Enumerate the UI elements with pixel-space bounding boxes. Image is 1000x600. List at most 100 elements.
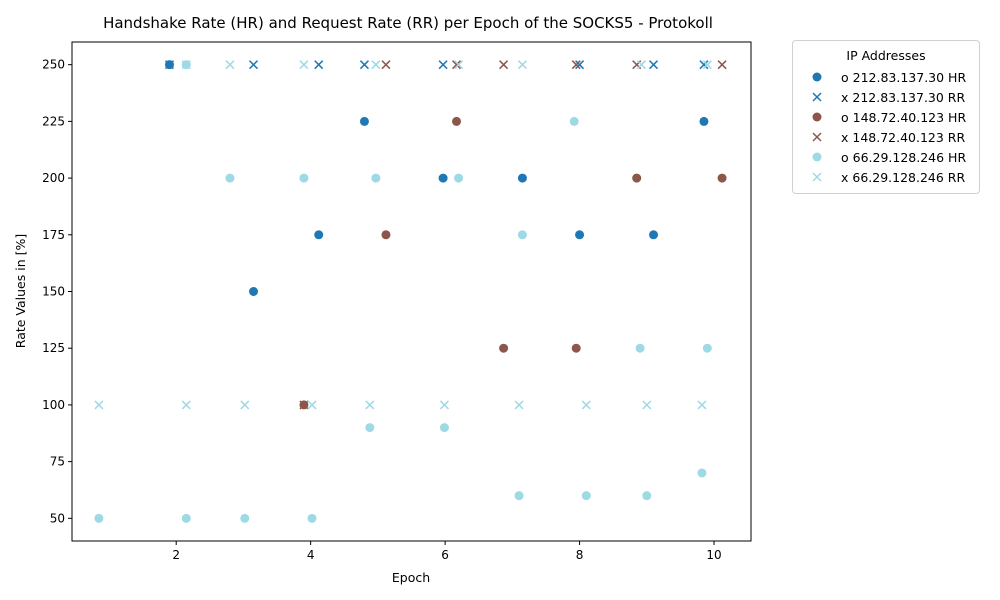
x-marker-icon [803, 170, 831, 184]
data-marks [94, 60, 727, 523]
circle-marker-icon [803, 150, 831, 164]
data-point-x [581, 400, 591, 410]
x-marker-icon [803, 90, 831, 104]
x-axis-label: Epoch [392, 570, 430, 585]
data-point-x [164, 60, 175, 70]
y-tick-label: 250 [42, 58, 65, 72]
data-point-x [438, 60, 448, 70]
data-point-circle [514, 491, 524, 501]
data-point-circle [359, 116, 369, 126]
data-point-x [575, 60, 585, 70]
data-point-circle [249, 287, 259, 296]
legend-label: o 148.72.40.123 HR [841, 109, 967, 125]
x-tick-label: 8 [576, 548, 584, 562]
x-tick-label: 6 [441, 548, 449, 562]
data-point-x [181, 400, 191, 410]
legend: IP Addresses o 212.83.137.30 HR x 212.83.… [792, 40, 980, 194]
data-point-x [371, 60, 381, 70]
series-0 [164, 60, 709, 296]
data-point-circle [225, 173, 235, 183]
series-4 [94, 60, 712, 523]
data-point-circle [697, 468, 707, 478]
data-point-circle [499, 343, 509, 353]
legend-entry: o 212.83.137.30 HR [793, 67, 979, 87]
data-point-circle [438, 173, 448, 183]
data-point-x [499, 60, 509, 70]
data-point-circle [642, 491, 652, 501]
legend-entry: o 66.29.128.246 HR [793, 147, 979, 167]
data-point-x [381, 60, 391, 70]
data-point-circle [381, 230, 391, 240]
data-point-circle [94, 513, 104, 523]
data-point-circle [632, 173, 642, 183]
legend-title: IP Addresses [846, 48, 926, 63]
legend-entry: o 148.72.40.123 HR [793, 107, 979, 127]
data-point-x [648, 60, 659, 70]
data-point-x [240, 400, 250, 410]
data-point-x [299, 60, 309, 70]
data-point-x [359, 60, 369, 70]
circle-marker-icon [803, 70, 831, 84]
data-point-circle [581, 491, 591, 501]
data-point-circle [299, 173, 309, 183]
x-marker-icon [803, 130, 831, 144]
y-axis-ticks: 50 75 100 125 150 175 200 225 250 [42, 58, 72, 525]
data-point-circle [517, 173, 527, 183]
data-point-x [94, 400, 104, 410]
data-point-circle [454, 173, 464, 183]
data-point-x [314, 60, 324, 70]
y-tick-label: 150 [42, 285, 65, 299]
data-point-x [636, 60, 646, 70]
data-point-circle [649, 230, 659, 240]
data-point-x [699, 60, 709, 70]
x-tick-label: 4 [307, 548, 315, 562]
y-tick-label: 200 [42, 171, 65, 185]
y-tick-label: 75 [50, 455, 65, 469]
y-tick-label: 225 [42, 114, 65, 128]
data-point-x [642, 400, 652, 410]
y-tick-label: 100 [42, 398, 65, 412]
x-tick-label: 10 [706, 548, 721, 562]
data-point-circle [569, 116, 579, 126]
circle-marker-icon [803, 110, 831, 124]
legend-entry: x 148.72.40.123 RR [793, 127, 979, 147]
data-point-circle [571, 343, 581, 353]
data-point-x [717, 60, 727, 70]
data-point-circle [717, 173, 727, 183]
legend-label: o 212.83.137.30 HR [841, 69, 967, 85]
data-point-x [514, 400, 524, 410]
series-5 [94, 60, 712, 410]
data-point-x [454, 60, 464, 70]
data-point-circle [517, 230, 527, 240]
data-point-x [571, 60, 581, 70]
legend-label: x 148.72.40.123 RR [841, 129, 966, 145]
data-point-x [439, 400, 449, 410]
legend-entry: x 212.83.137.30 RR [793, 87, 979, 107]
data-point-x [299, 400, 309, 410]
data-point-circle [575, 230, 585, 240]
data-point-circle [307, 513, 317, 523]
data-point-x [452, 60, 462, 70]
data-point-circle [452, 116, 462, 126]
chart-title: Handshake Rate (HR) and Request Rate (RR… [103, 14, 713, 32]
data-point-x [225, 60, 235, 70]
data-point-x [365, 400, 375, 410]
y-axis-label: Rate Values in [%] [13, 234, 28, 348]
legend-items: o 212.83.137.30 HR x 212.83.137.30 RR o 14… [793, 67, 979, 187]
data-point-circle [439, 423, 449, 433]
y-tick-label: 175 [42, 228, 65, 242]
x-axis-ticks: 2 4 6 8 10 [172, 541, 722, 562]
data-point-x [517, 60, 527, 70]
data-point-circle [635, 343, 645, 353]
data-point-x [307, 400, 317, 410]
legend-label: x 66.29.128.246 RR [841, 169, 966, 185]
data-point-circle [371, 173, 381, 183]
data-point-circle [181, 513, 191, 523]
series-1 [164, 60, 709, 70]
y-tick-label: 50 [50, 511, 65, 525]
data-point-circle [240, 513, 250, 523]
legend-label: o 66.29.128.246 HR [841, 149, 967, 165]
data-point-circle [314, 230, 324, 240]
data-point-x [181, 60, 191, 70]
